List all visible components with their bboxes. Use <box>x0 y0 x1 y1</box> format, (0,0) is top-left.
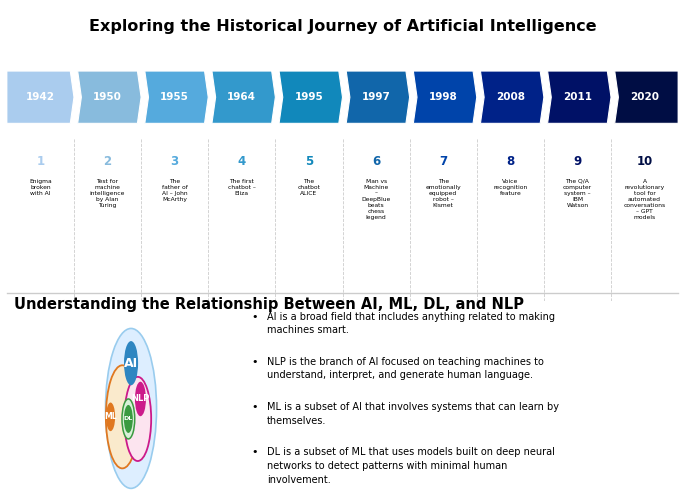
Text: 2008: 2008 <box>496 92 525 102</box>
Polygon shape <box>279 71 342 123</box>
Polygon shape <box>212 71 275 123</box>
Text: DL: DL <box>124 416 133 421</box>
Polygon shape <box>7 71 74 123</box>
Text: Test for
machine
intelligence
by Alan
Turing: Test for machine intelligence by Alan Tu… <box>90 178 125 207</box>
Text: •: • <box>252 357 258 367</box>
Text: The
emotionally
equipped
robot –
Kismet: The emotionally equipped robot – Kismet <box>425 178 461 207</box>
Text: 1942: 1942 <box>26 92 55 102</box>
Polygon shape <box>547 71 611 123</box>
Text: 8: 8 <box>506 155 514 168</box>
Text: 1964: 1964 <box>227 92 256 102</box>
Text: DL is a subset of ML that uses models built on deep neural
networks to detect pa: DL is a subset of ML that uses models bu… <box>266 447 555 484</box>
Circle shape <box>124 341 138 385</box>
Circle shape <box>135 382 146 416</box>
Text: Enigma
broken
with AI: Enigma broken with AI <box>29 178 52 195</box>
Polygon shape <box>145 71 208 123</box>
Text: 2011: 2011 <box>563 92 592 102</box>
Text: 1995: 1995 <box>295 92 323 102</box>
Text: 1955: 1955 <box>160 92 189 102</box>
Text: 7: 7 <box>439 155 447 168</box>
Polygon shape <box>77 71 141 123</box>
Text: The
father of
AI – John
McArthy: The father of AI – John McArthy <box>162 178 188 201</box>
Text: ML: ML <box>104 412 117 421</box>
Text: AI is a broad field that includes anything related to making
machines smart.: AI is a broad field that includes anythi… <box>266 312 555 335</box>
Circle shape <box>122 399 135 439</box>
Text: A
revolutionary
tool for
automated
conversations
– GPT
models: A revolutionary tool for automated conve… <box>623 178 666 219</box>
Text: 1998: 1998 <box>429 92 458 102</box>
Text: Exploring the Historical Journey of Artificial Intelligence: Exploring the Historical Journey of Arti… <box>88 19 597 34</box>
Polygon shape <box>614 71 678 123</box>
Text: •: • <box>252 447 258 457</box>
Text: 9: 9 <box>573 155 582 168</box>
Text: 10: 10 <box>636 155 653 168</box>
Text: 3: 3 <box>171 155 179 168</box>
Circle shape <box>105 329 157 488</box>
Text: 1997: 1997 <box>362 92 390 102</box>
Text: •: • <box>252 402 258 412</box>
Text: 5: 5 <box>305 155 313 168</box>
Text: 2: 2 <box>103 155 112 168</box>
Text: 4: 4 <box>238 155 246 168</box>
Text: The first
chatbot –
Eliza: The first chatbot – Eliza <box>228 178 256 195</box>
Polygon shape <box>346 71 410 123</box>
Text: 1950: 1950 <box>93 92 122 102</box>
Text: Voice
recognition
feature: Voice recognition feature <box>493 178 527 195</box>
Circle shape <box>106 365 139 468</box>
Text: AI: AI <box>124 357 138 370</box>
Polygon shape <box>413 71 477 123</box>
Text: NLP is the branch of AI focused on teaching machines to
understand, interpret, a: NLP is the branch of AI focused on teach… <box>266 357 543 380</box>
Text: Man vs
Machine
–
DeepBlue
beats
chess
legend: Man vs Machine – DeepBlue beats chess le… <box>362 178 390 219</box>
Circle shape <box>124 405 133 433</box>
Text: 6: 6 <box>372 155 380 168</box>
Text: 1: 1 <box>36 155 45 168</box>
Text: The Q/A
computer
system –
IBM
Watson: The Q/A computer system – IBM Watson <box>563 178 592 207</box>
Text: 2020: 2020 <box>630 92 659 102</box>
Polygon shape <box>480 71 544 123</box>
Text: ML is a subset of AI that involves systems that can learn by
themselves.: ML is a subset of AI that involves syste… <box>266 402 559 426</box>
Text: NLP: NLP <box>132 394 149 403</box>
Text: •: • <box>252 312 258 322</box>
Circle shape <box>106 402 115 431</box>
Text: The
chatbot
ALICE: The chatbot ALICE <box>297 178 321 195</box>
Circle shape <box>125 377 151 461</box>
Text: Understanding the Relationship Between AI, ML, DL, and NLP: Understanding the Relationship Between A… <box>14 297 523 312</box>
